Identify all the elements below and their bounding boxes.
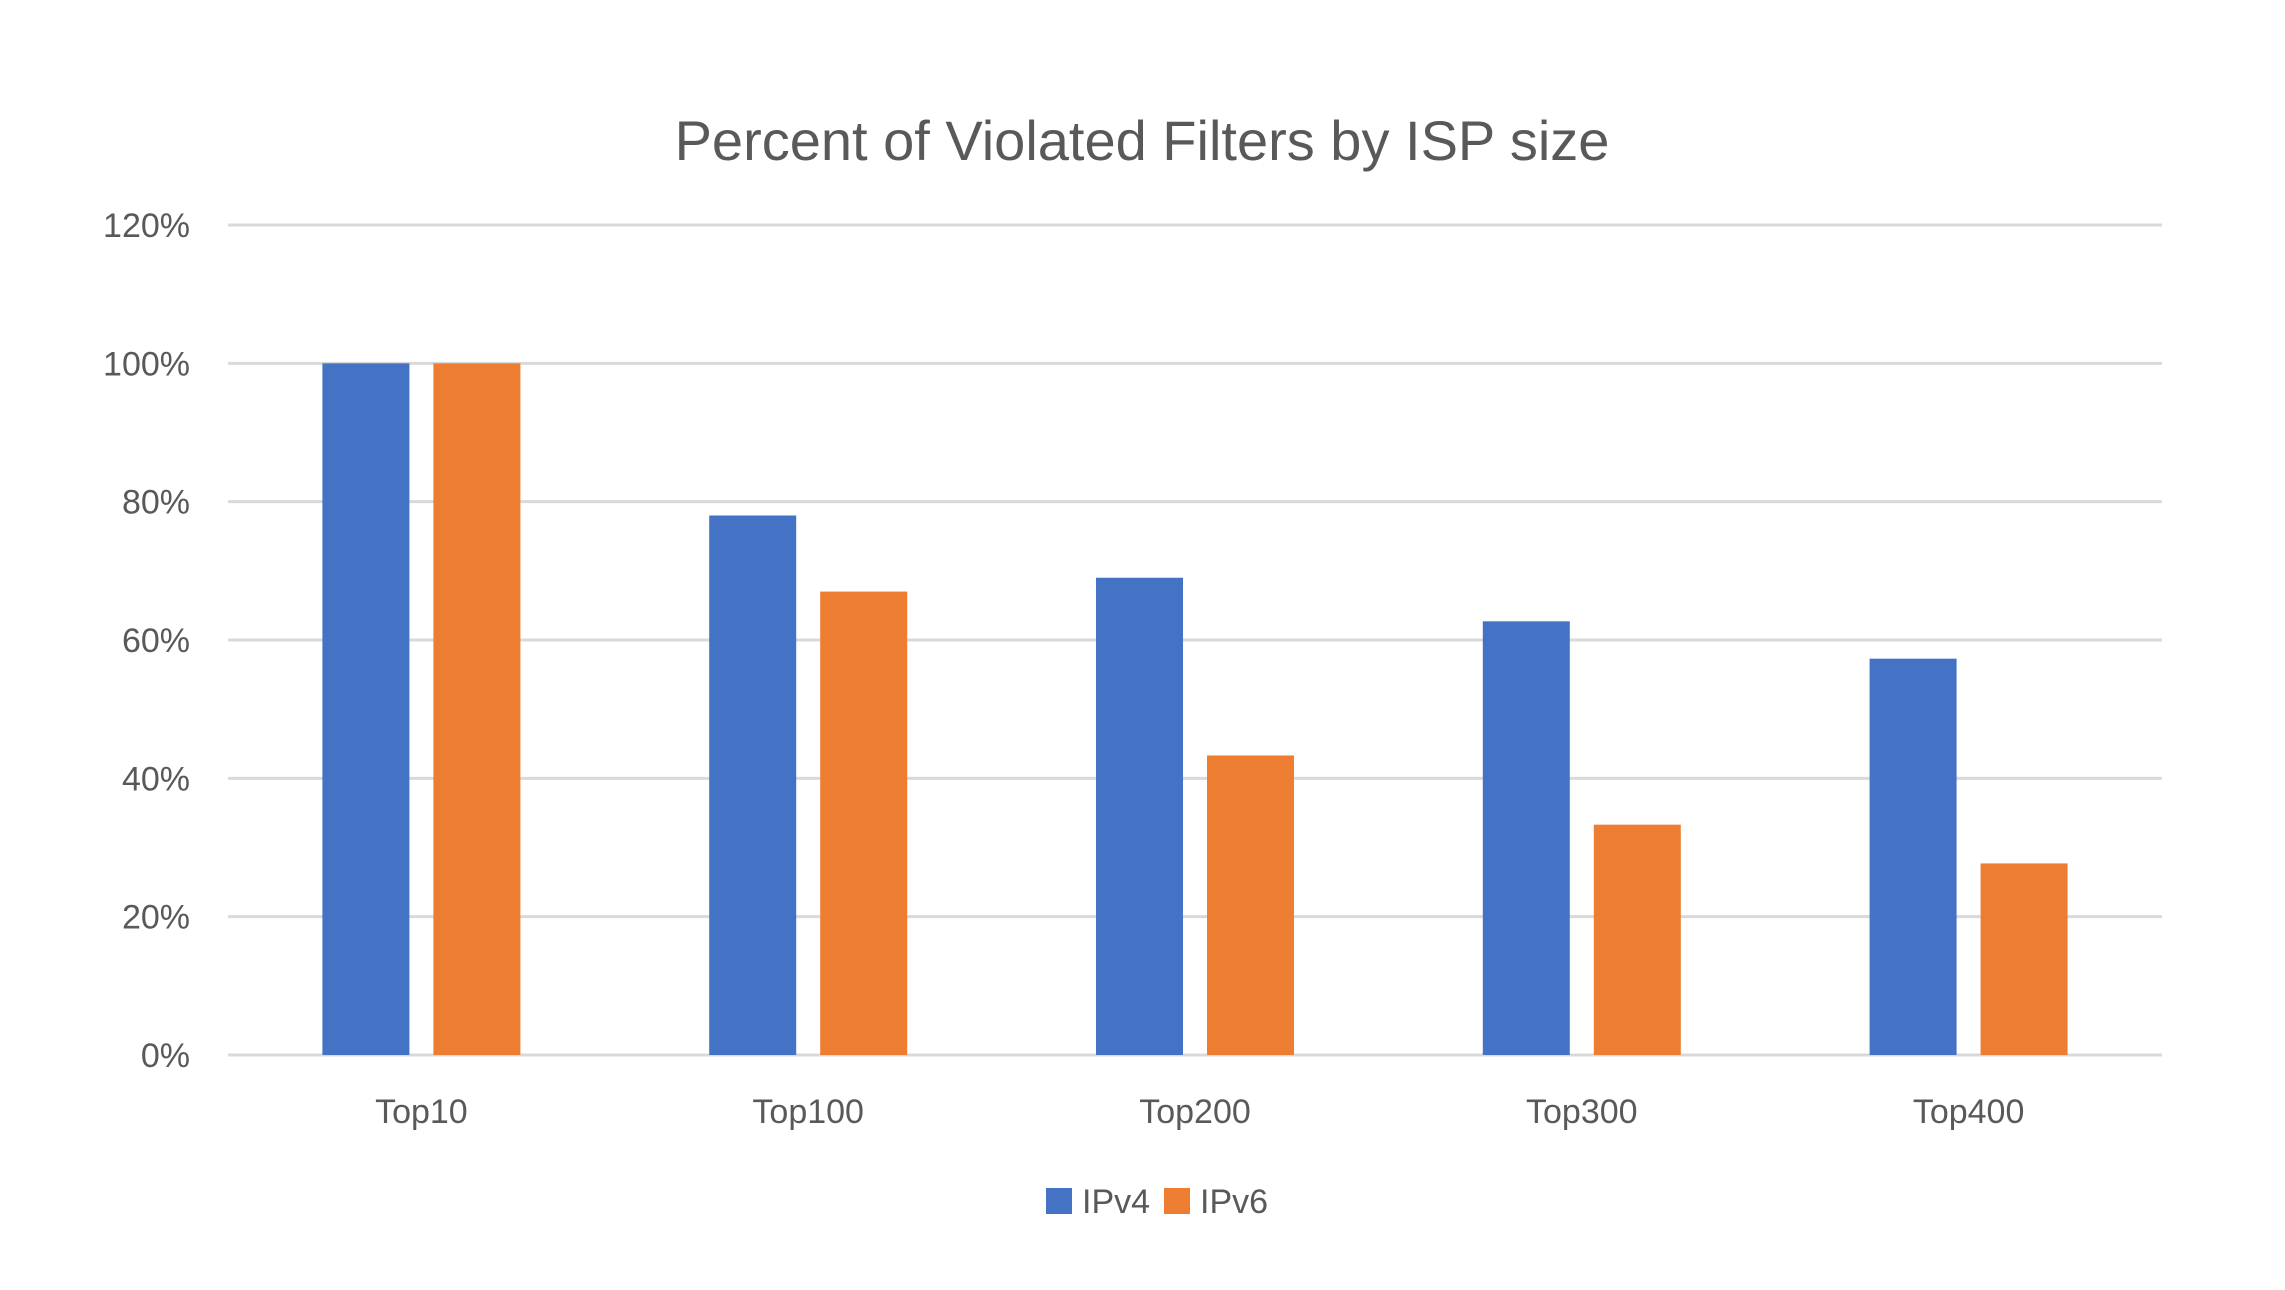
legend-swatch-ipv4 [1046,1188,1072,1214]
bar-ipv6-top300 [1593,824,1681,1055]
y-tick-label: 0% [141,1037,190,1075]
y-tick-label: 60% [122,622,190,660]
y-tick-label: 120% [103,207,190,245]
bar-ipv4-top200 [1096,577,1183,1055]
x-tick-label: Top100 [752,1093,864,1131]
legend-swatch-ipv6 [1164,1188,1190,1214]
bar-ipv4-top300 [1482,621,1570,1055]
y-tick-label: 40% [122,760,190,798]
x-tick-label: Top200 [1139,1093,1251,1131]
y-axis-tick-labels: 0% 20% 40% 60% 80% 100% 120% [103,207,190,1075]
legend-label-ipv4: IPv4 [1082,1183,1150,1221]
legend-label-ipv6: IPv6 [1200,1183,1268,1221]
bar-ipv4-top10 [322,363,410,1055]
legend: IPv4 IPv6 [1046,1183,1268,1221]
x-tick-label: Top10 [375,1093,468,1131]
bar-ipv6-top400 [1980,863,2068,1055]
bar-ipv6-top100 [820,591,908,1055]
x-tick-label: Top300 [1526,1093,1638,1131]
bars [322,363,2068,1055]
x-axis-tick-labels: Top10 Top100 Top200 Top300 Top400 [375,1093,2024,1131]
bar-ipv4-top400 [1869,658,1957,1055]
y-tick-label: 20% [122,899,190,937]
gridlines [228,223,2162,1057]
bar-ipv6-top10 [433,363,521,1055]
x-tick-label: Top400 [1913,1093,2025,1131]
y-tick-label: 100% [103,345,190,383]
bar-ipv4-top100 [709,515,797,1055]
bar-ipv6-top200 [1207,755,1294,1055]
chart-title: Percent of Violated Filters by ISP size [675,109,1610,172]
y-tick-label: 80% [122,484,190,522]
